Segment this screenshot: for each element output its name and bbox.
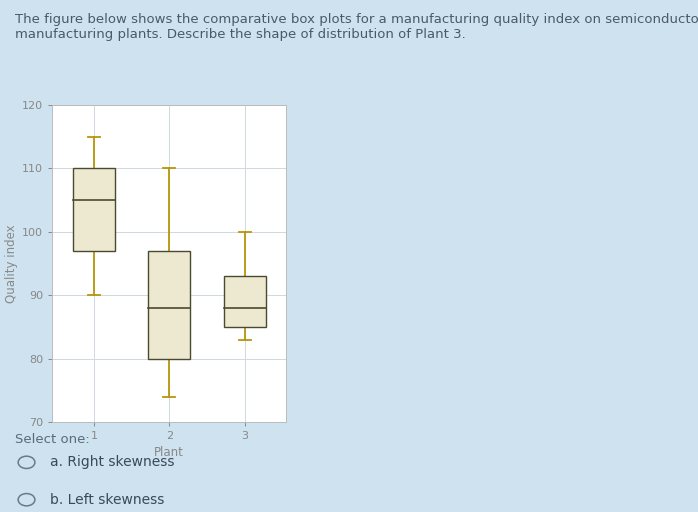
Bar	[73, 168, 115, 251]
Text: manufacturing plants. Describe the shape of distribution of Plant 3.: manufacturing plants. Describe the shape…	[15, 28, 466, 41]
Text: a. Right skewness: a. Right skewness	[50, 455, 174, 470]
X-axis label: Plant: Plant	[154, 445, 184, 459]
Bar	[148, 251, 191, 359]
Text: Select one:: Select one:	[15, 433, 90, 445]
Bar	[223, 276, 266, 327]
Y-axis label: Quality index: Quality index	[5, 224, 18, 303]
Text: b. Left skewness: b. Left skewness	[50, 493, 165, 507]
Text: The figure below shows the comparative box plots for a manufacturing quality ind: The figure below shows the comparative b…	[15, 13, 698, 26]
